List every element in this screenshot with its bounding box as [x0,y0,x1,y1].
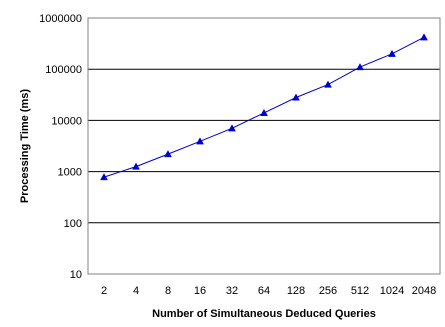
data-point-marker [324,80,332,88]
data-point-marker [164,150,172,158]
data-point-marker [420,33,428,41]
x-tick-label: 32 [226,285,238,297]
data-point-marker [228,124,236,132]
x-tick-label: 2 [101,285,107,297]
y-axis-ticks: 10 100 1000 10000 100000 1000000 [39,13,82,281]
x-axis-ticks: 2 4 8 16 32 64 128 256 512 1024 2048 [101,285,436,297]
data-point-marker [260,108,268,116]
data-point-marker [196,137,204,145]
data-point-marker [100,173,108,181]
series-group [100,33,428,181]
data-point-marker [292,93,300,101]
x-tick-label: 2048 [412,285,436,297]
data-point-marker [132,162,140,170]
y-tick-label: 100 [64,218,82,230]
plot-area-frame [87,17,441,275]
y-axis-title: Processing Time (ms) [19,89,31,203]
y-tick-label: 1000000 [39,13,82,25]
x-axis-title: Number of Simultaneous Deduced Queries [152,308,376,320]
data-point-marker [356,63,364,71]
series-line [103,36,425,178]
x-tick-label: 128 [287,285,305,297]
x-tick-label: 16 [194,285,206,297]
y-tick-label: 10 [70,269,82,281]
x-tick-label: 512 [351,285,369,297]
y-tick-label: 1000 [58,167,82,179]
x-tick-label: 4 [133,285,139,297]
x-tick-label: 256 [319,285,337,297]
grid-lines [88,68,440,224]
y-tick-label: 100000 [45,64,82,76]
y-tick-label: 10000 [51,115,82,127]
x-tick-label: 1024 [380,285,404,297]
data-point-marker [388,49,396,57]
x-tick-label: 64 [258,285,270,297]
x-tick-label: 8 [165,285,171,297]
